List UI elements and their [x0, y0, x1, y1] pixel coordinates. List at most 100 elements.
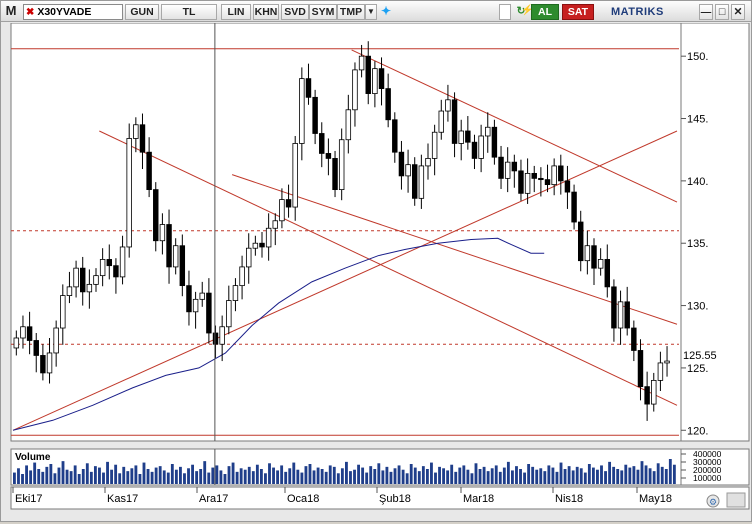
- candle-body[interactable]: [259, 242, 265, 248]
- candle-body[interactable]: [438, 110, 445, 133]
- candle-body[interactable]: [664, 360, 670, 364]
- candle-body[interactable]: [239, 266, 245, 287]
- candle-body[interactable]: [113, 265, 119, 278]
- candle-body[interactable]: [212, 332, 219, 345]
- candle-body[interactable]: [418, 165, 425, 199]
- candle-body[interactable]: [431, 131, 438, 159]
- candle-body[interactable]: [631, 327, 637, 351]
- candle-body[interactable]: [584, 245, 591, 262]
- chart-area[interactable]: 150. 145. 140. 135. 130. 125. 120. 125.55 40000…: [3, 22, 751, 521]
- candle-body[interactable]: [345, 109, 352, 141]
- candle-body[interactable]: [86, 283, 93, 293]
- candle-body[interactable]: [60, 295, 66, 329]
- checkbox-icon[interactable]: [499, 4, 511, 20]
- candle-body[interactable]: [119, 246, 126, 278]
- candle-body[interactable]: [504, 161, 511, 179]
- candle-body[interactable]: [299, 78, 305, 144]
- candle-body[interactable]: [192, 298, 199, 313]
- candle-body[interactable]: [458, 130, 464, 144]
- candle-body[interactable]: [597, 259, 604, 269]
- candle-body[interactable]: [66, 286, 73, 296]
- minimize-icon[interactable]: —: [699, 4, 713, 20]
- candle-body[interactable]: [153, 189, 159, 242]
- scroll-right-icon[interactable]: [726, 492, 746, 508]
- close-icon[interactable]: ✖: [26, 7, 35, 18]
- restore-icon[interactable]: □: [715, 4, 729, 20]
- candle-body[interactable]: [265, 227, 272, 248]
- candle-body[interactable]: [465, 130, 471, 143]
- candle-body[interactable]: [564, 180, 571, 193]
- symbol-button[interactable]: SYM: [309, 4, 337, 20]
- candle-body[interactable]: [252, 242, 259, 249]
- candle-body[interactable]: [352, 69, 358, 111]
- candle-body[interactable]: [485, 126, 491, 137]
- candle-body[interactable]: [378, 68, 385, 89]
- candle-body[interactable]: [451, 99, 458, 144]
- candle-body[interactable]: [617, 301, 624, 329]
- candle-body[interactable]: [46, 352, 53, 374]
- candle-body[interactable]: [358, 55, 365, 71]
- candle-body[interactable]: [551, 165, 557, 186]
- link-icon[interactable]: ⚡: [521, 5, 534, 16]
- candle-body[interactable]: [26, 326, 33, 341]
- trend-line[interactable]: [99, 130, 678, 406]
- dropdown-arrow-icon[interactable]: ▼: [365, 4, 377, 20]
- candle-body[interactable]: [312, 96, 318, 134]
- candle-body[interactable]: [558, 165, 564, 182]
- candle-body[interactable]: [53, 327, 59, 354]
- candle-body[interactable]: [232, 285, 239, 301]
- close-window-icon[interactable]: ✕: [731, 4, 745, 20]
- candle-body[interactable]: [292, 143, 298, 208]
- candle-body[interactable]: [425, 158, 431, 167]
- candle-body[interactable]: [491, 126, 498, 158]
- refresh-icon[interactable]: ↻: [516, 5, 526, 17]
- candle-body[interactable]: [624, 301, 630, 329]
- candle-body[interactable]: [133, 124, 139, 139]
- candle-body[interactable]: [33, 340, 39, 356]
- candle-body[interactable]: [139, 124, 146, 153]
- candle-body[interactable]: [411, 164, 418, 199]
- candle-body[interactable]: [285, 199, 292, 208]
- candle-body[interactable]: [245, 247, 252, 268]
- currency-button[interactable]: TL: [161, 4, 217, 20]
- candle-body[interactable]: [206, 292, 212, 334]
- candle-body[interactable]: [611, 286, 617, 329]
- candle-body[interactable]: [319, 133, 325, 154]
- candle-body[interactable]: [146, 151, 152, 191]
- price-chart[interactable]: 150. 145. 140. 135. 130. 125. 120. 125.55 40000…: [3, 22, 751, 521]
- candle-body[interactable]: [511, 161, 518, 172]
- candle-body[interactable]: [651, 379, 657, 405]
- period-button[interactable]: GUN: [125, 4, 159, 20]
- candle-body[interactable]: [20, 326, 26, 339]
- price-panel[interactable]: [10, 22, 682, 442]
- candle-body[interactable]: [338, 139, 345, 191]
- candle-body[interactable]: [73, 267, 79, 288]
- candle-body[interactable]: [199, 292, 205, 300]
- symbol-field[interactable]: ✖ X30YVADE: [23, 4, 123, 20]
- candle-body[interactable]: [226, 300, 232, 328]
- candle-body[interactable]: [219, 326, 225, 345]
- candle-body[interactable]: [79, 267, 86, 293]
- resize-grip-icon[interactable]: ⚙: [706, 494, 720, 508]
- candle-body[interactable]: [478, 135, 484, 159]
- candle-body[interactable]: [106, 259, 113, 267]
- candle-body[interactable]: [305, 78, 312, 98]
- candle-body[interactable]: [279, 199, 285, 222]
- candle-body[interactable]: [40, 355, 46, 374]
- candle-body[interactable]: [392, 119, 398, 153]
- candle-body[interactable]: [372, 68, 378, 94]
- candle-body[interactable]: [405, 164, 411, 177]
- candle-body[interactable]: [538, 177, 544, 181]
- candle-body[interactable]: [544, 179, 551, 186]
- candle-body[interactable]: [471, 141, 478, 159]
- volume-button[interactable]: SVD: [281, 4, 309, 20]
- candle-body[interactable]: [272, 220, 279, 229]
- candle-body[interactable]: [657, 362, 664, 381]
- linear-button[interactable]: LIN: [221, 4, 251, 20]
- candle-body[interactable]: [385, 88, 391, 121]
- candle-body[interactable]: [166, 224, 172, 268]
- candle-body[interactable]: [637, 350, 644, 388]
- candle-body[interactable]: [332, 158, 338, 191]
- candle-body[interactable]: [531, 172, 537, 179]
- trend-line[interactable]: [351, 49, 678, 203]
